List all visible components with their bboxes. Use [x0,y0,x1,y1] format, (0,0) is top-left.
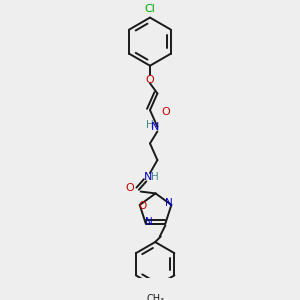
Text: O: O [161,107,170,117]
Text: N: N [165,198,172,208]
Text: CH₃: CH₃ [146,293,164,300]
Text: O: O [125,183,134,193]
Text: N: N [144,172,152,182]
Text: O: O [138,201,147,211]
Text: N: N [145,217,152,227]
Text: Cl: Cl [145,4,155,14]
Text: O: O [146,75,154,85]
Text: H: H [151,172,158,182]
Text: N: N [152,122,160,132]
Text: H: H [146,120,154,130]
